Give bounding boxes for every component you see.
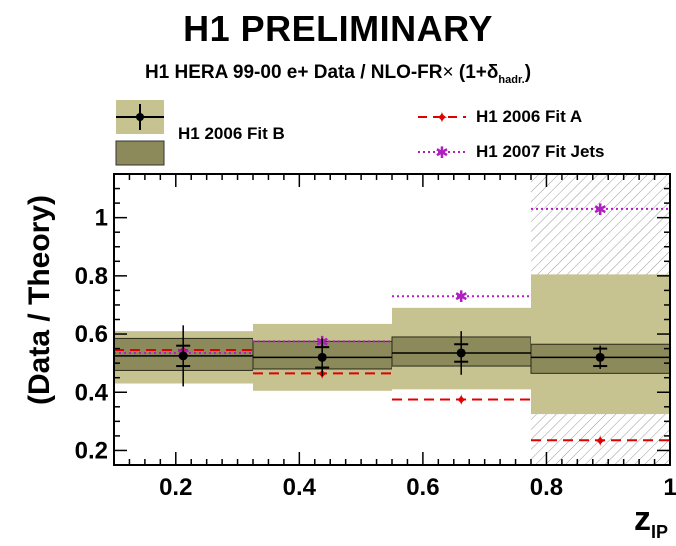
- subtitle-close: ): [524, 62, 532, 83]
- data-point: [178, 351, 188, 361]
- x-tick-label: 0.2: [159, 474, 192, 501]
- legend-jets-marker: ✱: [435, 145, 448, 162]
- legend-inner-band-swatch: [115, 140, 165, 166]
- subtitle-sub: hadr.: [498, 73, 525, 86]
- subtitle-main: H1 HERA 99-00 e+ Data / NLO-FR: [144, 62, 443, 83]
- x-tick-label: 0.6: [406, 474, 439, 501]
- legend-fit-a-marker: ✦: [435, 110, 448, 127]
- fit-jets-marker: ✱: [454, 289, 467, 306]
- x-axis-label: zIP: [634, 500, 668, 543]
- fit-jets-marker: ✱: [593, 202, 606, 219]
- y-tick-label: 0.8: [75, 263, 108, 290]
- fit-a-marker: ✦: [454, 393, 467, 410]
- y-tick-label: 1: [95, 205, 108, 232]
- chart-title: H1 PRELIMINARY: [183, 8, 493, 49]
- chart-subtitle: H1 HERA 99-00 e+ Data / NLO-FR× (1+δhadr…: [0, 62, 676, 86]
- data-point: [456, 348, 466, 358]
- data-point: [317, 352, 327, 362]
- x-tick-label: 0.8: [530, 474, 563, 501]
- legend-graphics: ✦ ✱: [115, 100, 466, 166]
- legend-fit-b-label: H1 2006 Fit B: [178, 124, 285, 143]
- y-tick-label: 0.6: [75, 321, 108, 348]
- data-point: [595, 352, 605, 362]
- subtitle-open: (1+δ: [453, 62, 499, 83]
- legend-jets-label: H1 2007 Fit Jets: [476, 142, 605, 161]
- y-tick-label: 0.2: [75, 437, 108, 464]
- x-tick-label: 1: [663, 474, 676, 501]
- y-axis-label: (Data / Theory): [23, 194, 56, 406]
- x-axis-label-main: z: [634, 500, 651, 538]
- legend-data-marker: [136, 113, 144, 121]
- y-tick-label: 0.4: [75, 379, 109, 406]
- legend-fit-a-label: H1 2006 Fit A: [476, 107, 583, 126]
- x-axis-label-sub: IP: [651, 521, 669, 542]
- fit-a-marker: ✦: [593, 433, 606, 450]
- subtitle-times: ×: [442, 62, 454, 83]
- x-tick-label: 0.4: [283, 474, 317, 501]
